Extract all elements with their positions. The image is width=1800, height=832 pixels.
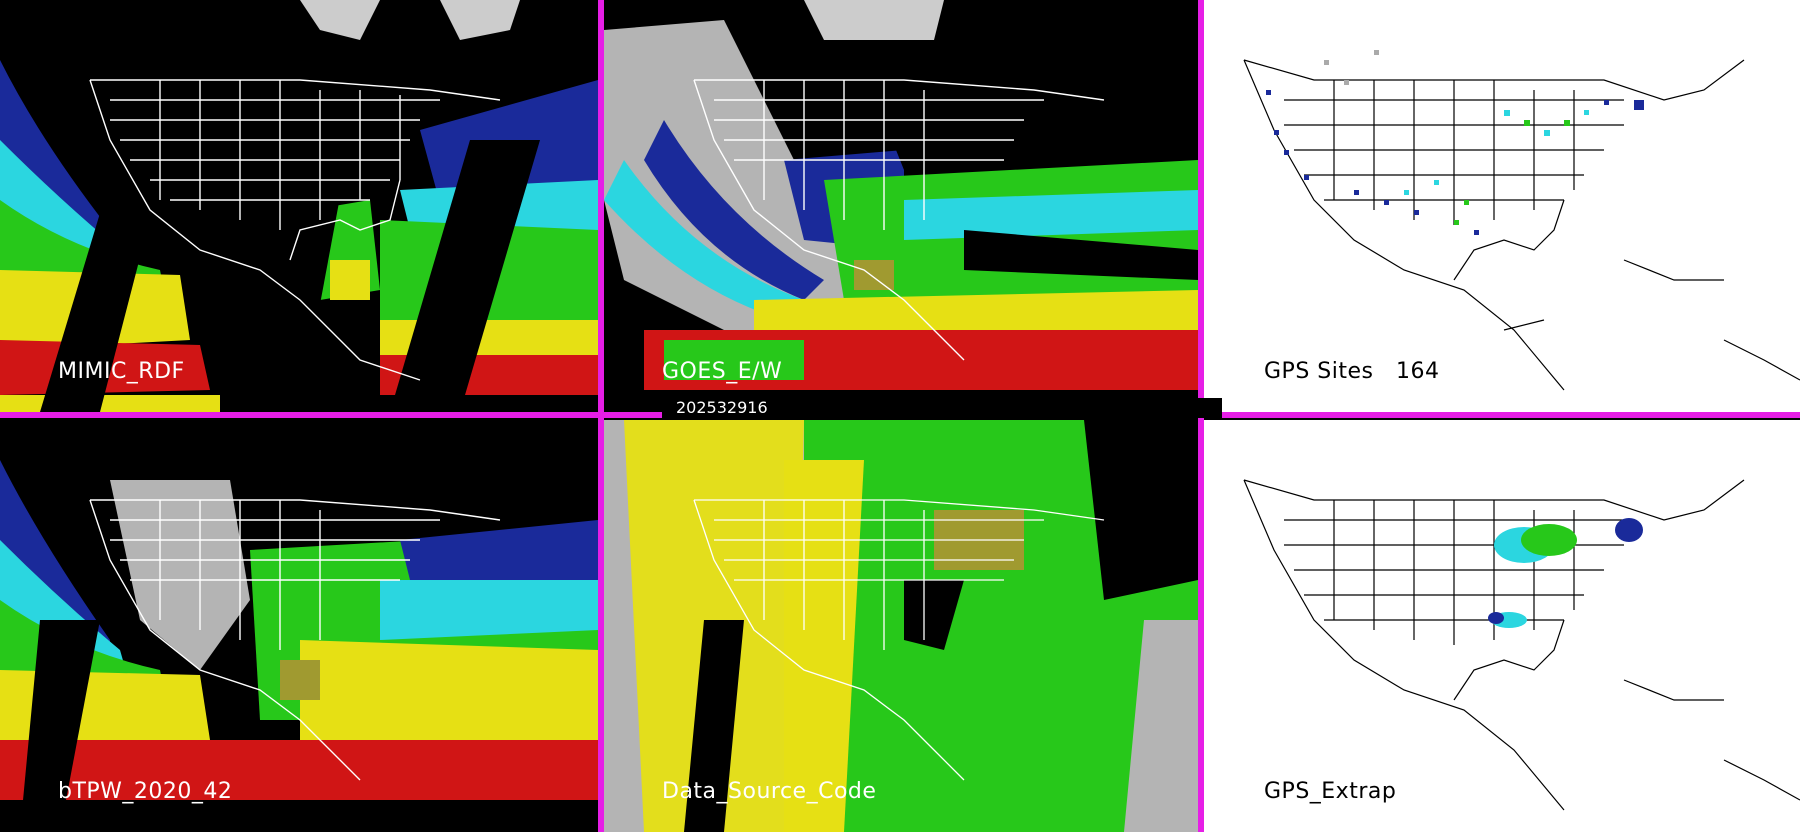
panel-label-mimic-rdf: MIMIC_RDF [58,359,185,384]
gps-extrap-areas [1488,518,1643,628]
panel-gps-sites: GPS Sites 164 [1204,0,1800,412]
panel-mimic-rdf: MIMIC_RDF [0,0,598,412]
panel-goes-ew: GOES_E/W [604,0,1198,412]
panel-label-btpw: bTPW_2020_42 [58,779,233,804]
panel-label-gps-extrap: GPS_Extrap [1264,779,1397,804]
data-source-map [604,420,1198,832]
gps-site-markers [1266,50,1644,235]
panel-label-data-source: Data_Source_Code [662,779,877,804]
panel-label-gps-sites: GPS Sites 164 [1264,359,1439,384]
goes-ew-map [604,0,1198,412]
panel-btpw: bTPW_2020_42 [0,420,598,832]
btpw-map [0,420,598,832]
mimic-rdf-map [0,0,598,412]
panel-label-goes-ew: GOES_E/W [662,359,783,384]
panel-data-source: Data_Source_Code [604,420,1198,832]
gps-sites-count: 164 [1395,359,1440,384]
gps-sites-map [1204,0,1800,412]
gps-sites-title: GPS Sites [1264,359,1374,384]
panel-gps-extrap: GPS_Extrap [1204,420,1800,832]
timestamp-label: 202532916 [662,398,1222,418]
gps-extrap-map [1204,420,1800,832]
